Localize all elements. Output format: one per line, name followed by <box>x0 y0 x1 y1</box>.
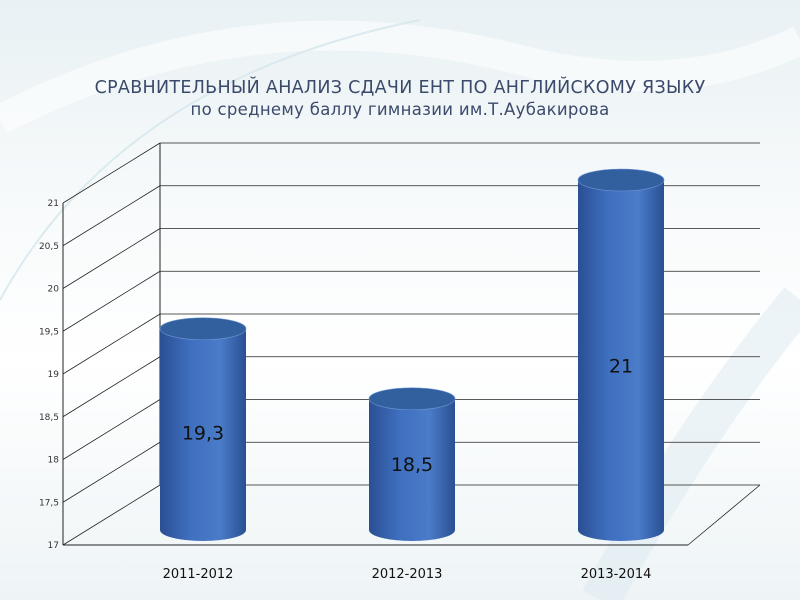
x-tick-label: 2011-2012 <box>163 567 234 582</box>
x-tick-label: 2012-2013 <box>372 567 443 582</box>
chart-title: СРАВНИТЕЛЬНЫЙ АНАЛИЗ СДАЧИ ЕНТ ПО АНГЛИЙ… <box>94 78 706 98</box>
grid-diagonal <box>62 356 161 418</box>
x-tick-label: 2013-2014 <box>581 567 652 582</box>
y-tick-label: 17,5 <box>39 498 59 508</box>
data-label: 19,3 <box>182 422 224 444</box>
data-label: 21 <box>609 356 633 378</box>
bar-top <box>159 317 247 341</box>
grid-diagonal <box>62 484 161 546</box>
y-tick-label: 19,5 <box>39 327 59 337</box>
grid-diagonal <box>62 399 161 460</box>
grid-diagonal <box>62 142 161 204</box>
y-tick-label: 20,5 <box>39 242 59 252</box>
bar <box>578 180 664 541</box>
y-tick-label: 20 <box>48 285 60 295</box>
chart-subtitle: по среднему баллу гимназии им.Т.Аубакиро… <box>190 99 610 119</box>
floor-edge <box>687 484 761 546</box>
grid-diagonal <box>62 313 161 375</box>
bar <box>160 328 246 541</box>
grid-diagonal <box>62 441 161 503</box>
y-tick-label: 19 <box>48 370 60 380</box>
y-tick-label: 17 <box>48 541 59 551</box>
chart-title-block: СРАВНИТЕЛЬНЫЙ АНАЛИЗ СДАЧИ ЕНТ ПО АНГЛИЙ… <box>0 78 800 121</box>
grid-diagonal <box>62 228 161 289</box>
data-label: 18,5 <box>391 454 433 476</box>
bar <box>369 398 455 541</box>
grid-diagonal <box>62 270 161 332</box>
y-tick-label: 18,5 <box>39 413 59 423</box>
bar-top <box>368 387 456 411</box>
bar-top <box>577 168 665 192</box>
grid-diagonal <box>62 185 161 247</box>
y-tick-label: 18 <box>48 456 60 466</box>
y-tick-label: 21 <box>48 199 59 209</box>
